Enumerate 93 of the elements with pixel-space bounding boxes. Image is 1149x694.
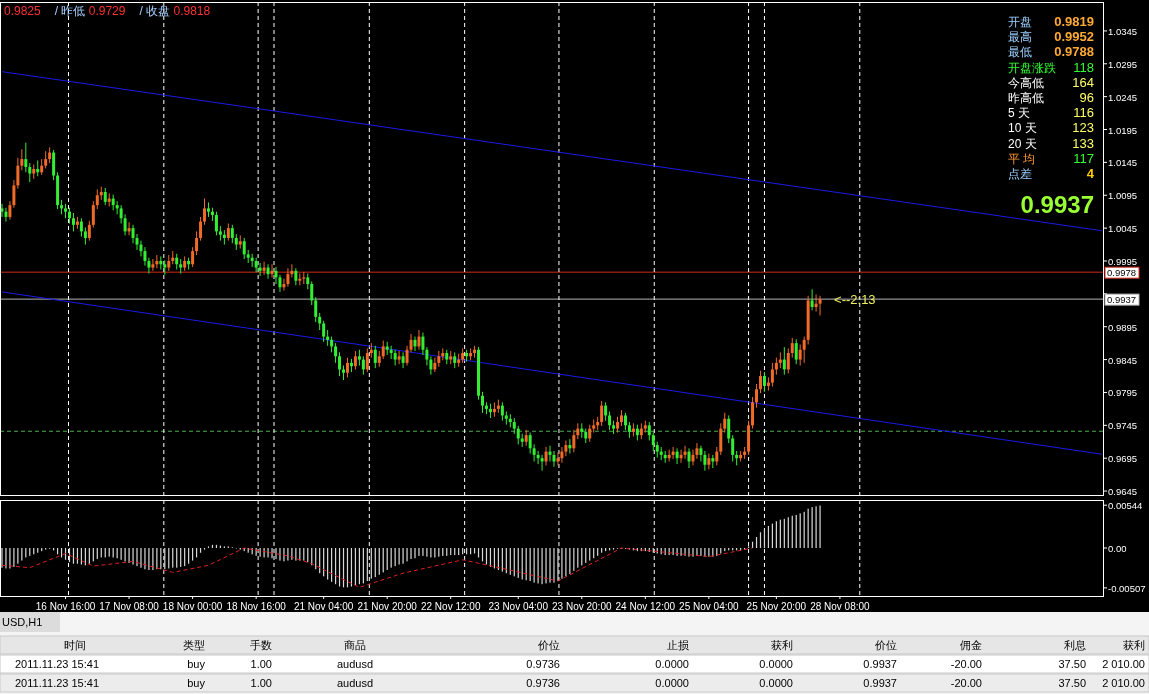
y-tick-label: 0.9745 (1108, 420, 1138, 432)
x-tick-label: 22 Nov 12:00 (420, 601, 481, 612)
x-tick-label: 23 Nov 04:00 (488, 601, 549, 612)
annotation: 今高低 (1008, 75, 1044, 90)
text: buy (187, 677, 206, 689)
annotation: 点差 (1008, 167, 1032, 181)
text: 0.9937 (863, 677, 897, 689)
y-tick-label: 1.0095 (1108, 190, 1138, 202)
ref-line-label: 0.9937 (1107, 294, 1137, 306)
annotation: 20 天 (1008, 136, 1037, 151)
y-tick-label: 1.0145 (1108, 157, 1138, 169)
text: 时间 (64, 639, 86, 651)
text: 手数 (250, 639, 272, 651)
annotation: 116 (1073, 105, 1094, 121)
annotation: 4 (1086, 166, 1095, 181)
text: 1.00 (250, 658, 272, 670)
annotation: 0.9788 (1054, 44, 1094, 60)
text: 0.9736 (526, 658, 560, 670)
y-tick-label: 0.00544 (1108, 500, 1143, 512)
text: 佣金 (960, 639, 982, 651)
annotation: 0.9819 (1054, 14, 1094, 29)
annotation: 昨高低 (1008, 91, 1044, 105)
text: audusd (336, 677, 374, 689)
text: 获利 (1123, 639, 1145, 651)
text: audusd (336, 658, 374, 670)
text: 获利 (771, 639, 793, 651)
text: 37.50 (1058, 677, 1086, 689)
ref-line-label: 0.9978 (1107, 267, 1137, 279)
text: 0.0000 (655, 658, 689, 670)
x-tick-label: 24 Nov 12:00 (615, 601, 676, 612)
text: 0.0000 (655, 677, 689, 689)
x-tick-label: 25 Nov 04:00 (679, 601, 740, 612)
text: 1.00 (250, 677, 272, 689)
text: 价位 (874, 639, 897, 651)
x-tick-label: 28 Nov 08:00 (810, 601, 871, 612)
annotation: 164 (1072, 74, 1094, 90)
annotation: 0.9952 (1054, 29, 1094, 45)
x-tick-label: 18 Nov 16:00 (226, 601, 287, 612)
x-tick-label: 21 Nov 04:00 (293, 601, 354, 612)
annotation: 96 (1079, 90, 1094, 105)
text: buy (187, 658, 206, 670)
text: 2 010.00 (1102, 658, 1145, 670)
text: 0.9736 (526, 677, 560, 689)
x-tick-label: 17 Nov 08:00 (99, 601, 160, 612)
annotation: / 收盘 0.9818 (139, 4, 211, 18)
y-tick-label: 0.9795 (1108, 387, 1138, 399)
x-tick-label: 23 Nov 20:00 (552, 601, 612, 612)
annotation: / 昨低 0.9729 (54, 4, 126, 18)
annotation: 最低 (1008, 45, 1032, 60)
y-tick-label: 1.0195 (1108, 124, 1138, 136)
annotation: 117 (1073, 150, 1094, 166)
y-tick-label: 0.9695 (1108, 453, 1138, 465)
y-tick-label: -0.00507 (1108, 582, 1146, 594)
y-tick-label: 0.9995 (1108, 255, 1138, 267)
annotation: 0.9825 (4, 4, 42, 18)
x-tick-label: 16 Nov 16:00 (35, 601, 96, 612)
x-tick-label: 25 Nov 20:00 (746, 601, 807, 612)
text: 类型 (183, 639, 205, 651)
y-tick-label: 1.0295 (1108, 58, 1138, 70)
text: 0.9937 (863, 658, 897, 670)
annotation: 最高 (1008, 30, 1032, 45)
y-tick-label: 1.0245 (1108, 91, 1138, 103)
y-tick-label: 1.0045 (1108, 223, 1138, 235)
text: 0.0000 (759, 658, 793, 670)
text: 2011.11.23 15:41 (15, 658, 100, 670)
text: -20.00 (950, 658, 982, 670)
text: 2011.11.23 15:41 (15, 677, 100, 689)
annotation: 0.9937 (1020, 191, 1094, 219)
text: 37.50 (1058, 658, 1086, 670)
annotation: 5 天 (1008, 106, 1031, 121)
annotation: 开盘 (1008, 15, 1032, 29)
annotation: 123 (1072, 120, 1094, 136)
annotation: 开盘涨跌 (1008, 60, 1056, 75)
annotation: <--2:13 (834, 292, 876, 308)
text: 利息 (1064, 639, 1086, 651)
text: 价位 (537, 639, 560, 651)
x-tick-label: 21 Nov 20:00 (357, 601, 418, 612)
y-tick-label: 0.9845 (1108, 354, 1138, 366)
x-tick-label: 18 Nov 00:00 (162, 601, 223, 612)
text: -20.00 (950, 677, 982, 689)
y-tick-label: 1.0345 (1108, 25, 1138, 37)
annotation: 10 天 (1008, 121, 1037, 136)
text: USD,H1 (2, 616, 43, 628)
text: 2 010.00 (1102, 677, 1145, 689)
text: 0.0000 (759, 677, 793, 689)
annotation: 平 均 (1008, 151, 1036, 166)
annotation: 118 (1073, 59, 1094, 75)
y-tick-label: 0.9895 (1108, 321, 1138, 333)
text: 商品 (344, 639, 366, 651)
annotation: 133 (1072, 135, 1094, 151)
text: 止损 (667, 639, 689, 651)
y-tick-label: 0.9645 (1108, 486, 1138, 498)
y-tick-label: 0.00 (1108, 543, 1127, 554)
